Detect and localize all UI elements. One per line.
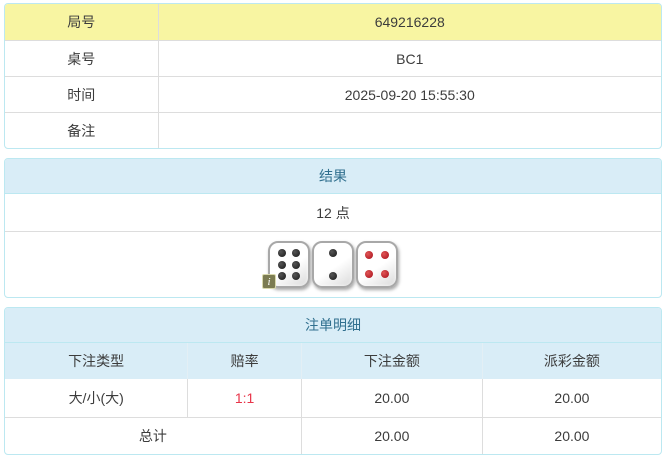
- round-number-value: 649216228: [374, 14, 445, 30]
- dice-row: i: [5, 231, 661, 297]
- table-row-bet: 大/小(大) 1:1 20.00 20.00: [5, 379, 661, 417]
- total-label: 总计: [138, 428, 167, 444]
- die-pip: [277, 260, 286, 269]
- col-bet-amount: 下注金额: [300, 343, 482, 379]
- bet-type-value: 大/小(大): [68, 390, 124, 406]
- total-payout-amount: 20.00: [481, 418, 661, 454]
- die-pip: [292, 272, 301, 281]
- bet-details-panel: 注单明细 下注类型 赔率 下注金额 派彩金额 大/小(大) 1:1 20.00 …: [4, 307, 662, 455]
- die-3-four: [356, 241, 398, 288]
- dice-group: i: [262, 241, 398, 289]
- remark-label: 备注: [5, 113, 159, 148]
- bet-table-header: 下注类型 赔率 下注金额 派彩金额: [5, 343, 661, 379]
- payout-amount-value: 20.00: [481, 379, 661, 417]
- time-label: 时间: [5, 77, 159, 112]
- die-pip: [292, 260, 301, 269]
- die-pip: [329, 272, 337, 281]
- round-number-label: 局号: [5, 4, 159, 40]
- col-odds: 赔率: [187, 343, 300, 379]
- die-pip: [380, 250, 389, 259]
- table-row-round: 局号 649216228: [5, 4, 661, 40]
- table-row-time: 时间 2025-09-20 15:55:30: [5, 76, 661, 112]
- die-2-two: [312, 241, 354, 288]
- die-pip: [277, 248, 286, 257]
- bet-details-title: 注单明细: [5, 308, 661, 343]
- game-info-panel: 局号 649216228 桌号 BC1 时间 2025-09-20 15:55:…: [4, 3, 662, 149]
- die-pip: [380, 270, 389, 279]
- table-row-total: 总计 20.00 20.00: [5, 417, 661, 454]
- bet-amount-value: 20.00: [300, 379, 482, 417]
- die-pip: [365, 270, 374, 279]
- time-value: 2025-09-20 15:55:30: [344, 86, 475, 103]
- die-pip: [365, 250, 374, 259]
- die-pip: [292, 248, 301, 257]
- table-row-table-id: 桌号 BC1: [5, 40, 661, 76]
- table-row-remark: 备注: [5, 112, 661, 148]
- remark-value: [159, 113, 662, 148]
- total-bet-amount: 20.00: [300, 418, 482, 454]
- die-pip: [277, 272, 286, 281]
- result-panel-title: 结果: [5, 159, 661, 194]
- result-panel: 结果 12 点 i: [4, 158, 662, 298]
- table-id-value: BC1: [396, 50, 424, 67]
- table-id-label: 桌号: [5, 41, 159, 76]
- die-pip: [329, 248, 337, 257]
- col-payout-amount: 派彩金额: [481, 343, 661, 379]
- bet-odds-value: 1:1: [187, 379, 300, 417]
- col-bet-type: 下注类型: [68, 353, 125, 369]
- info-icon[interactable]: i: [262, 274, 276, 289]
- result-points: 12 点: [316, 204, 350, 221]
